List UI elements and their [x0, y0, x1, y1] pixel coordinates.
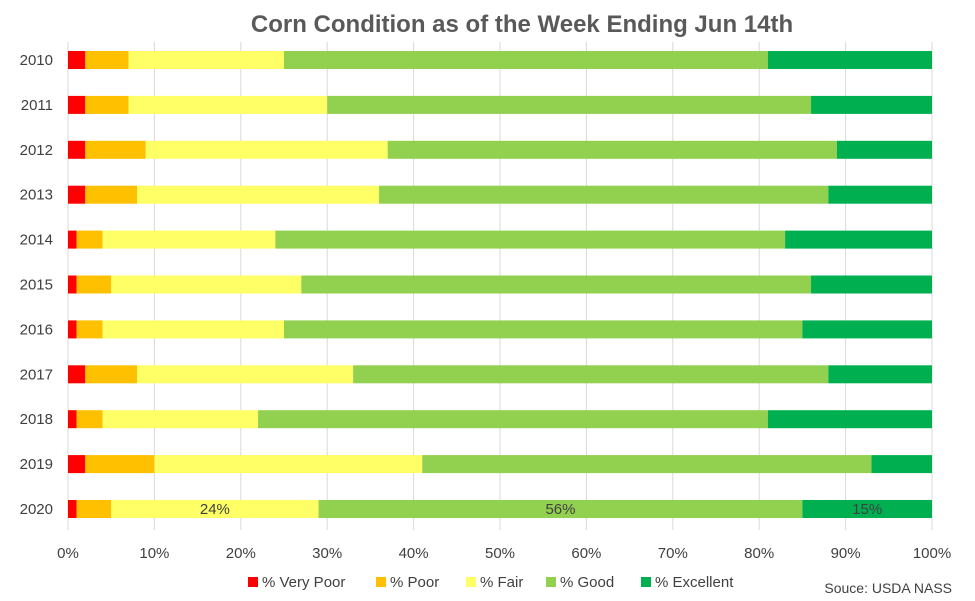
bar-segment [811, 95, 932, 114]
bar-segment [301, 275, 812, 294]
bar-segment [111, 500, 319, 518]
bar-segment [836, 140, 932, 159]
bar-segment [145, 140, 388, 159]
bar-segment [68, 140, 86, 159]
legend-swatch [466, 577, 476, 587]
bar-segment [128, 51, 284, 69]
x-tick-label: 80% [744, 545, 774, 562]
bar-segment [284, 320, 803, 339]
bar-segment [68, 455, 86, 474]
bar-segment [802, 320, 932, 339]
legend-label: % Excellent [655, 574, 734, 591]
x-tick-label: 30% [312, 545, 342, 562]
bar-segment [137, 185, 380, 204]
legend-swatch [641, 577, 651, 587]
bar-segment [154, 455, 423, 474]
bar-segment [85, 455, 155, 474]
bar-segment [387, 140, 837, 159]
bar-segment [871, 455, 932, 474]
legend-label: % Fair [480, 574, 523, 591]
bar-segment [811, 275, 932, 294]
bar-segment [137, 365, 354, 384]
bar-segment [327, 95, 812, 114]
data-label: 15% [852, 501, 882, 518]
bar-segment [785, 230, 932, 249]
source-note: Souce: USDA NASS [824, 580, 952, 596]
y-tick-label: 2018 [20, 411, 53, 428]
data-label: 24% [200, 501, 230, 518]
y-tick-label: 2019 [20, 456, 53, 473]
y-tick-label: 2016 [20, 321, 53, 338]
legend-swatch [546, 577, 556, 587]
bar-segment [802, 500, 932, 518]
legend-swatch [376, 577, 386, 587]
x-tick-label: 60% [571, 545, 601, 562]
bar-segment [68, 51, 86, 69]
bar-segment [76, 500, 112, 518]
bar-segment [76, 275, 112, 294]
y-tick-label: 2010 [20, 52, 53, 69]
bar-segment [85, 365, 138, 384]
x-tick-label: 20% [226, 545, 256, 562]
y-tick-label: 2012 [20, 142, 53, 159]
x-tick-label: 70% [658, 545, 688, 562]
bar-segment [68, 365, 86, 384]
legend-label: % Very Poor [262, 574, 345, 591]
legend-swatch [248, 577, 258, 587]
bar-segment [353, 365, 829, 384]
bar-segment [85, 51, 129, 69]
x-tick-label: 10% [139, 545, 169, 562]
bar-segment [767, 410, 932, 429]
bars [68, 51, 932, 518]
y-tick-label: 2015 [20, 277, 53, 294]
bar-segment [318, 500, 803, 518]
x-tick-label: 0% [57, 545, 79, 562]
bar-segment [85, 185, 138, 204]
x-tick-label: 40% [399, 545, 429, 562]
bar-segment [68, 95, 86, 114]
bar-segment [102, 410, 259, 429]
x-axis-ticks: 0% 10% 20% 30% 40% 50% 60% 70% 80% 90% 100% [57, 545, 951, 562]
bar-segment [102, 230, 276, 249]
bar-segment [85, 140, 146, 159]
bar-segment [102, 320, 284, 339]
bar-segment [85, 95, 129, 114]
y-axis-ticks: 2010 2011 2012 2013 2014 2015 2016 2017 2018 2019… [20, 52, 53, 518]
bar-segment [258, 410, 768, 429]
bar-segment [76, 410, 103, 429]
bar-segment [128, 95, 328, 114]
bar-segment [76, 230, 103, 249]
x-tick-label: 100% [913, 545, 951, 562]
bar-segment [284, 51, 768, 69]
y-tick-label: 2013 [20, 187, 53, 204]
bar-segment [828, 365, 932, 384]
y-tick-label: 2014 [20, 232, 53, 249]
data-labels: 24% 56% 15% [200, 501, 882, 518]
chart-title: Corn Condition as of the Week Ending Jun… [251, 11, 793, 38]
bar-segment [767, 51, 932, 69]
bar-segment [68, 230, 77, 249]
legend-label: % Good [560, 574, 614, 591]
y-tick-label: 2020 [20, 501, 53, 518]
bar-segment [828, 185, 932, 204]
bar-segment [111, 275, 302, 294]
data-label: 56% [545, 501, 575, 518]
x-tick-label: 90% [831, 545, 861, 562]
bar-segment [76, 320, 103, 339]
bar-segment [275, 230, 786, 249]
legend: % Very Poor % Poor % Fair % Good % Excellent [248, 574, 734, 591]
y-tick-label: 2017 [20, 366, 53, 383]
bar-segment [68, 185, 86, 204]
bar-segment [422, 455, 872, 474]
bar-segment [68, 500, 77, 518]
bar-segment [68, 275, 77, 294]
legend-label: % Poor [390, 574, 439, 591]
bar-segment [68, 410, 77, 429]
bar-segment [379, 185, 829, 204]
y-tick-label: 2011 [21, 97, 53, 114]
bar-segment [68, 320, 77, 339]
x-tick-label: 50% [485, 545, 515, 562]
